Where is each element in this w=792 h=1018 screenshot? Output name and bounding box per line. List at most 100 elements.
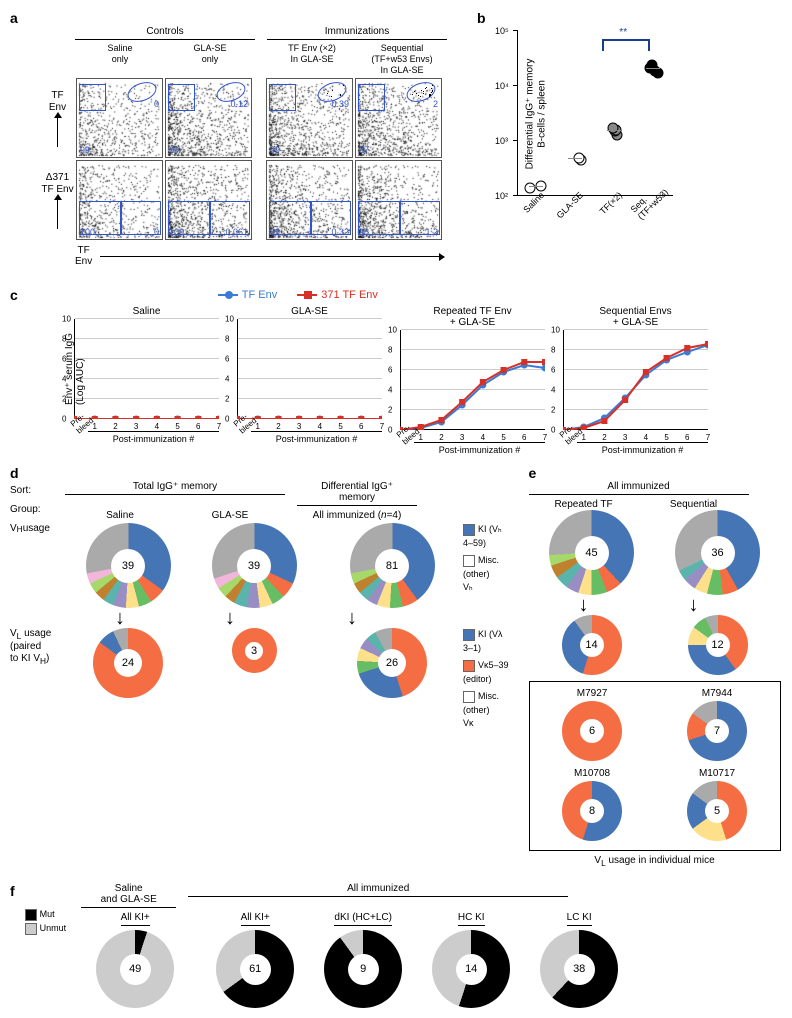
flow-plot: 981.2 bbox=[355, 160, 442, 240]
sig-bracket bbox=[602, 39, 649, 51]
gate-pct-right: 1.2 bbox=[425, 227, 438, 237]
xtick: 4 bbox=[481, 433, 485, 442]
subheader: GLA-SE bbox=[175, 510, 285, 521]
xtick: 7 bbox=[380, 422, 384, 431]
column-header: Salineonly bbox=[75, 43, 165, 75]
gate-pct-left: 99 bbox=[80, 145, 90, 155]
gate-pct-left: 99 bbox=[169, 145, 179, 155]
line-chart: 0246810Pre-bleed1234567Post-immunization… bbox=[237, 319, 382, 419]
ytick: 0 bbox=[551, 426, 555, 435]
legend-item: Vκ5–39(editor) bbox=[463, 659, 509, 686]
ytick: 10⁵ bbox=[495, 26, 509, 36]
down-arrow-icon: ↓ bbox=[115, 607, 125, 629]
xtick: 6 bbox=[522, 433, 526, 442]
group-label: Group: bbox=[10, 504, 65, 515]
donut-chart: 9 bbox=[324, 930, 402, 1008]
donut-count: 39 bbox=[86, 523, 171, 608]
xtick: 5 bbox=[175, 422, 179, 431]
chart-title: Sequential Envs+ GLA-SE bbox=[560, 306, 711, 328]
subheader: All immunized (n=4) bbox=[297, 510, 417, 521]
ytick: 10 bbox=[62, 315, 71, 324]
donut-chart: 24 bbox=[93, 628, 163, 698]
xtick: 7 bbox=[543, 433, 547, 442]
panel-c: c TF Env371 TF Env Saline0246810Env⁺ ser… bbox=[10, 287, 782, 430]
chart-title: Saline bbox=[71, 306, 222, 317]
chart-title: GLA-SE bbox=[234, 306, 385, 317]
donut-chart: 8 bbox=[562, 781, 622, 841]
donut-count: 9 bbox=[324, 930, 402, 1008]
legend-item: Misc.(other)Vₕ bbox=[463, 554, 502, 595]
donut-count: 6 bbox=[562, 701, 622, 761]
ytick: 6 bbox=[388, 366, 392, 375]
panel-a: a Controls Immunizations SalineonlyGLA-S… bbox=[10, 10, 447, 267]
mouse-id: M10708 bbox=[536, 768, 649, 779]
x-axis-label: TF Env bbox=[75, 245, 92, 267]
x-axis-label: Post-immunization # bbox=[577, 442, 708, 455]
immunizations-header: Immunizations bbox=[267, 26, 447, 40]
legend-item: 371 TF Env bbox=[297, 289, 378, 301]
donut-count: 26 bbox=[357, 628, 427, 698]
mouse-donut: M79447 bbox=[661, 688, 774, 764]
f-left-header: Salineand GLA-SE bbox=[81, 883, 176, 908]
donut-chart: 14 bbox=[432, 930, 510, 1008]
donut-title: All KI+ bbox=[241, 912, 270, 926]
line-chart: 0246810Pre-bleed1234567Post-immunization… bbox=[400, 330, 545, 430]
flow-plot: 990.12 bbox=[165, 78, 252, 158]
ytick: 2 bbox=[388, 406, 392, 415]
legend-item: Mut bbox=[25, 908, 67, 922]
line-chart: 0246810Pre-bleed1234567Post-immunization… bbox=[563, 330, 708, 430]
donut-chart: 36 bbox=[675, 510, 760, 595]
xtick: 1 bbox=[255, 422, 259, 431]
donut-chart: 3 bbox=[232, 628, 277, 673]
down-arrow-icon: ↓ bbox=[689, 594, 699, 616]
ytick: 4 bbox=[551, 386, 555, 395]
legend-vh: KI (Vₕ4–59) Misc.(other)Vₕ bbox=[463, 523, 502, 599]
ytick: 0 bbox=[388, 426, 392, 435]
donut-count: 14 bbox=[432, 930, 510, 1008]
chart-title: Repeated TF Env+ GLA-SE bbox=[397, 306, 548, 328]
gate-pct-right: 0.12 bbox=[230, 99, 248, 109]
panel-b-label: b bbox=[477, 10, 486, 26]
donut-chart: 61 bbox=[216, 930, 294, 1008]
donut-title: LC KI bbox=[567, 912, 592, 926]
donut-title: All KI+ bbox=[121, 912, 150, 926]
ytick: 8 bbox=[551, 346, 555, 355]
donut-count: 14 bbox=[562, 615, 622, 675]
xtick: 3 bbox=[460, 433, 464, 442]
ytick: 10³ bbox=[495, 136, 508, 146]
flow-plot: 990.39 bbox=[266, 78, 353, 158]
diff-header: Differential IgG⁺memory bbox=[297, 481, 417, 506]
donut-title: dKI (HC+LC) bbox=[334, 912, 392, 926]
median-line bbox=[646, 68, 660, 69]
legend-item: KI (Vₕ4–59) bbox=[463, 523, 502, 550]
panel-b-axes bbox=[517, 30, 673, 196]
gate-pct-left: 98 bbox=[359, 227, 369, 237]
xtick: 2 bbox=[276, 422, 280, 431]
vh-label: VH usage bbox=[10, 523, 65, 534]
donut-title: HC KI bbox=[458, 912, 485, 926]
xtick: 5 bbox=[338, 422, 342, 431]
xtick: 4 bbox=[318, 422, 322, 431]
flow-plot: 990 bbox=[76, 78, 163, 158]
donut-count: 12 bbox=[688, 615, 748, 675]
panel-a-label: a bbox=[10, 10, 18, 26]
donut-chart: 39 bbox=[86, 523, 171, 608]
flow-plot: 1000 bbox=[76, 160, 163, 240]
donut-chart: 7 bbox=[687, 701, 747, 761]
xtick: 5 bbox=[501, 433, 505, 442]
ytick: 4 bbox=[388, 386, 392, 395]
legend-vl: KI (Vλ3–1)Vκ5–39(editor)Misc.(other)Vκ bbox=[463, 628, 509, 735]
ytick: 4 bbox=[225, 375, 229, 384]
mouse-donut: M79276 bbox=[536, 688, 649, 764]
mice-caption: VL usage in individual mice bbox=[529, 855, 781, 868]
ytick: 10 bbox=[388, 326, 397, 335]
gate-pct-left: 100 bbox=[80, 227, 95, 237]
mice-box: M79276M79447M107088M107175 bbox=[529, 681, 781, 851]
down-arrow-icon: ↓ bbox=[225, 607, 235, 629]
ytick: 0 bbox=[62, 415, 66, 424]
legend-item: Unmut bbox=[25, 922, 67, 936]
ytick: 8 bbox=[388, 346, 392, 355]
xtick: 6 bbox=[359, 422, 363, 431]
subheader: Saline bbox=[65, 510, 175, 521]
xtick: 1 bbox=[92, 422, 96, 431]
